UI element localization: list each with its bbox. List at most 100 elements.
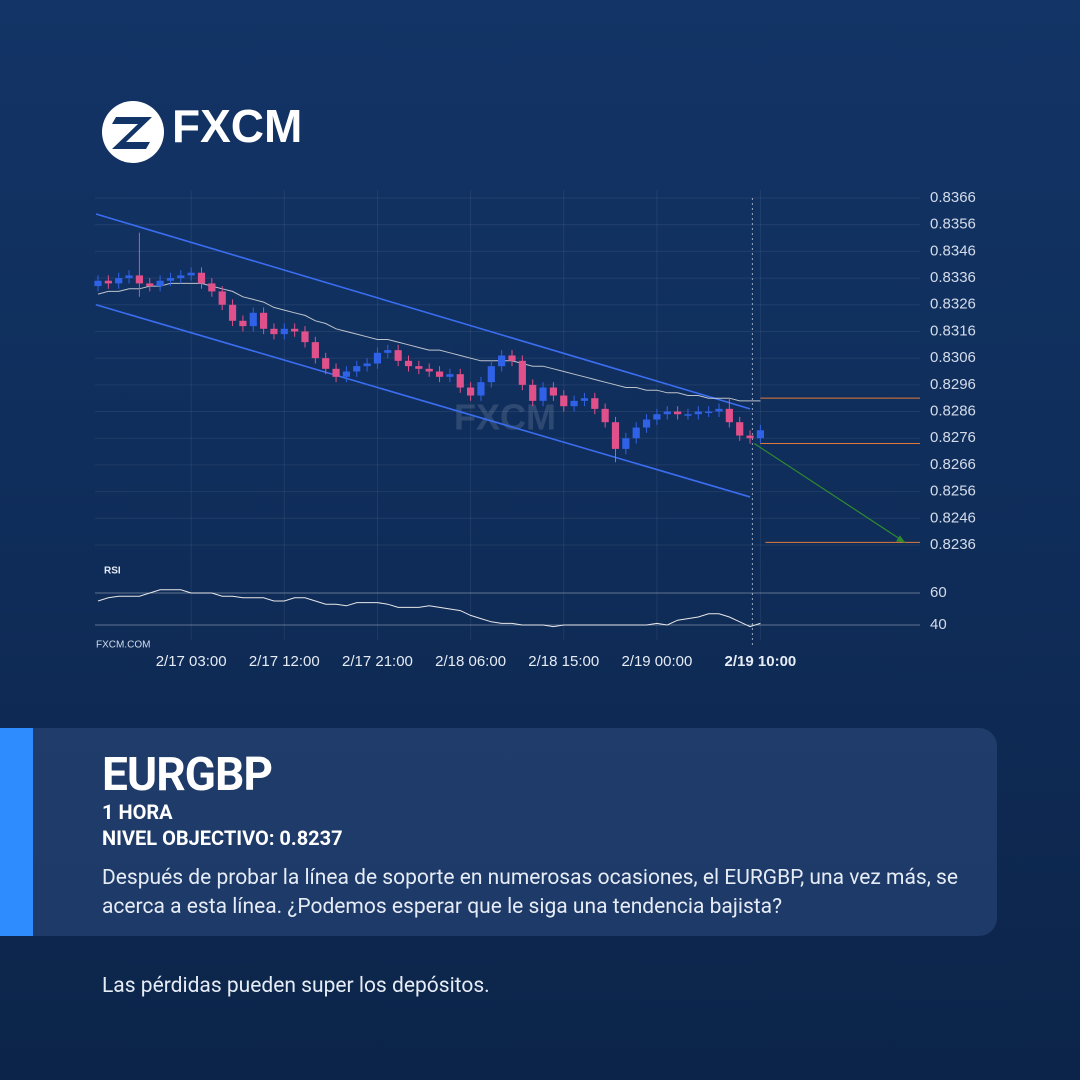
candle-body [653,414,661,420]
candle-body [756,430,764,439]
y-tick-label: 0.8336 [930,269,976,286]
candle-body [684,414,692,416]
channel-line [95,213,751,410]
candle-body [353,366,361,372]
y-tick-label: 0.8346 [930,242,976,259]
candle-body [477,382,485,396]
candle-body [404,360,413,367]
candle-body [529,384,537,401]
target-level: NIVEL OBJECTIVO: 0.8237 [102,826,343,850]
candle-body [104,280,112,284]
projection-arrow [754,443,906,543]
y-tick-label: 0.8286 [930,403,976,420]
candle-body [570,400,578,407]
candle-body [415,366,423,369]
candle-body [694,411,702,415]
candle-body [705,411,713,414]
candle-body [332,368,340,377]
candle-body [322,358,330,369]
symbol: EURGBP [102,748,273,802]
candle-body [208,283,216,292]
candle-body [394,350,402,361]
candle-body [467,387,475,396]
candle-body [508,355,516,361]
candle-body [622,438,630,449]
candle-body [435,371,444,377]
candle-body [715,408,723,412]
source-label: FXCM.COM [96,640,150,651]
candle-body [560,395,568,407]
candle-body [518,360,526,385]
candle-body [498,355,506,367]
candle-body [94,280,102,287]
candle-body [549,387,557,396]
y-tick-label: 0.8246 [930,509,976,526]
projection-arrowhead [896,535,905,543]
candle-body [135,275,143,284]
card-accent [0,728,33,936]
candle-body [663,411,671,415]
candle-body [446,374,454,377]
candle-body [311,342,319,359]
candle-body [611,422,620,449]
x-tick-label: 2/17 21:00 [342,653,413,670]
y-tick-label: 0.8356 [930,216,976,233]
y-tick-label: 0.8326 [930,296,976,313]
x-tick-label: 2/19 10:00 [725,653,797,670]
x-tick-label: 2/18 06:00 [435,653,506,670]
candle-body [270,328,278,335]
logo-mark [112,117,152,149]
candle-body [384,350,392,353]
moving-average [97,282,761,402]
channel-line [95,304,751,498]
chart: FXCM FXCM 0.8366 0.8356 0.8346 0.8336 0.8326… [94,100,976,670]
y-tick-label: 0.8256 [930,483,976,500]
y-tick-label: 0.8276 [930,429,976,446]
candle-body [746,435,754,439]
description: Después de probar la línea de soporte en… [102,866,959,919]
disclaimer: Las pérdidas pueden super los depósitos. [102,974,490,998]
candle-body [197,272,206,284]
y-tick-label: 0.8266 [930,456,976,473]
candle-body [218,291,226,305]
rsi-tick-label: 60 [930,584,947,601]
candle-body [115,278,123,284]
logo: FXCM [102,100,302,163]
candle-body [239,320,247,327]
y-tick-label: 0.8366 [930,189,976,206]
candle-body [580,398,589,401]
rsi-label: RSI [104,566,121,577]
candle-body [166,278,175,281]
x-tick-label: 2/17 03:00 [156,653,227,670]
candle-body [591,398,599,409]
candle-body [342,371,350,377]
candle-body [156,280,164,287]
candle-body [642,419,651,428]
candle-body [301,331,309,343]
candle-body [125,275,133,279]
candle-body [456,374,464,388]
rsi-tick-label: 40 [930,616,947,633]
info-card: EURGBP 1 HORA NIVEL OBJECTIVO: 0.8237 De… [0,728,997,936]
y-tick-label: 0.8306 [930,349,976,366]
candle-body [228,304,237,321]
candle-body [487,366,495,383]
candle-body [632,427,640,439]
candle-body [674,411,682,415]
candle-body [177,275,185,279]
x-tick-label: 2/19 00:00 [621,653,692,670]
candle-body [280,328,288,335]
candle-body [425,368,433,372]
candle-body [187,272,195,276]
candle-body [146,283,154,287]
candle-body [601,408,609,423]
y-tick-label: 0.8296 [930,376,976,393]
timeframe: 1 HORA [102,800,173,824]
y-tick-label: 0.8316 [930,322,976,339]
x-tick-label: 2/17 12:00 [249,653,320,670]
candle-body [539,387,547,401]
watermark: FXCM [454,397,556,438]
y-tick-label: 0.8236 [930,536,976,553]
candle-body [363,363,371,367]
